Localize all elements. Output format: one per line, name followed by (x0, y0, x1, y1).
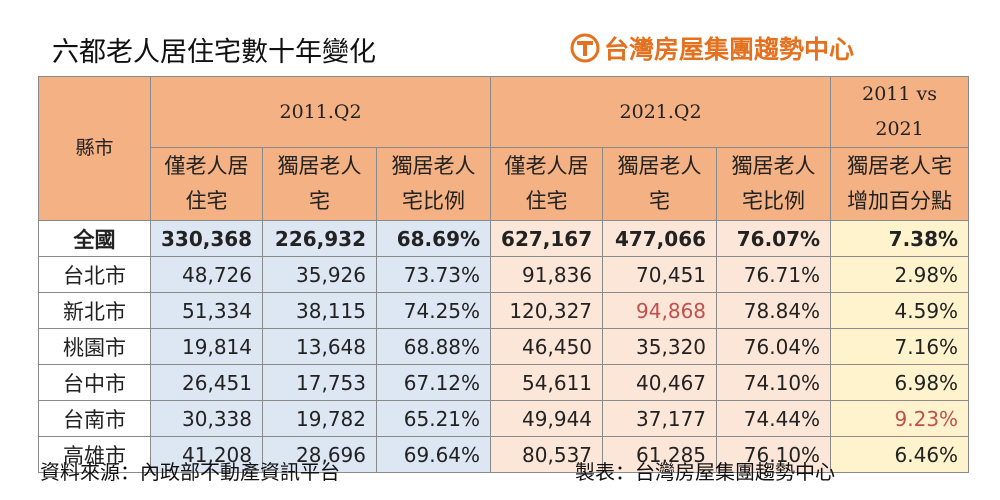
group-header: 2011.Q2 (149, 76, 492, 148)
table-row: 台南市 30,338 19,782 65.21% 49,944 37,177 74.44% 9… (38, 400, 970, 437)
table-cell: 37,177 (602, 400, 718, 437)
header-row: 僅老人居住宅 獨居老人宅 獨居老人宅比例 僅老人居住宅 獨居老人宅 獨居老人宅比例 獨居老人… (39, 147, 970, 221)
table-cell: 30,338 (150, 400, 263, 437)
table-cell: 67.12% (375, 364, 492, 401)
table-cell: 70,451 (602, 256, 718, 293)
table-cell: 35,320 (602, 328, 718, 365)
table-row: 全國 330,368 226,932 68.69% 627,167 477,066 76.0… (38, 220, 970, 257)
column-header: 僅老人居住宅 (490, 147, 604, 221)
table-cell: 13,648 (262, 328, 377, 365)
column-header: 獨居老人宅比例 (716, 147, 832, 221)
table-cell: 76.10% (716, 436, 832, 473)
row-label: 新北市 (38, 292, 151, 329)
table-row: 台北市 48,726 35,926 73.73% 91,836 70,451 76.71% 2… (38, 256, 970, 293)
row-label: 全國 (38, 220, 151, 257)
table-cell: 76.07% (716, 220, 832, 257)
table-cell: 19,782 (262, 400, 377, 437)
table-row: 台中市 26,451 17,753 67.12% 54,611 40,467 74.10% 6… (38, 364, 970, 401)
table-cell: 9.23% (830, 400, 970, 437)
table-cell: 54,611 (490, 364, 604, 401)
header-row: 縣市 2011.Q2 2021.Q2 2011 vs 2021 (38, 76, 970, 221)
column-header: 獨居老人宅 (262, 147, 377, 221)
table-cell: 4.59% (830, 292, 970, 329)
table-cell: 19,814 (150, 328, 263, 365)
table-cell: 41,208 (150, 436, 263, 473)
table-cell: 35,926 (262, 256, 377, 293)
table-cell: 477,066 (602, 220, 718, 257)
table-cell: 76.04% (716, 328, 832, 365)
source-note: 資料來源：內政部不動產資訊平台 (40, 460, 340, 484)
table-cell: 69.64% (375, 436, 492, 473)
column-header: 獨居老人宅 (602, 147, 718, 221)
table-cell: 120,327 (490, 292, 604, 329)
row-label: 台中市 (38, 364, 151, 401)
table-cell: 78.84% (716, 292, 832, 329)
table-cell: 94,868 (602, 292, 718, 329)
table-cell: 17,753 (262, 364, 377, 401)
table-cell: 74.25% (375, 292, 492, 329)
table-cell: 627,167 (490, 220, 604, 257)
table-cell: 91,836 (490, 256, 604, 293)
maker-note: 製表：台灣房屋集團趨勢中心 (575, 460, 835, 484)
table-cell: 65.21% (375, 400, 492, 437)
logo-icon (570, 33, 600, 63)
table-cell: 51,334 (150, 292, 263, 329)
table-row: 高雄市 41,208 28,696 69.64% 80,537 61,285 76.10% 6… (38, 436, 970, 473)
table-row: 新北市 51,334 38,115 74.25% 120,327 94,868 78.84%… (38, 292, 970, 329)
table-cell: 7.16% (830, 328, 970, 365)
table-cell: 6.46% (830, 436, 970, 473)
table-row: 桃園市 19,814 13,648 68.88% 46,450 35,320 76.04% 7… (38, 328, 970, 365)
table-cell: 68.88% (375, 328, 492, 365)
group-header: 2021.Q2 (490, 76, 832, 148)
table-cell: 46,450 (490, 328, 604, 365)
table-cell: 74.10% (716, 364, 832, 401)
group-header: 2011 vs 2021 (830, 76, 970, 148)
table-cell: 49,944 (490, 400, 604, 437)
column-header: 獨居老人宅比例 (375, 147, 492, 221)
table-cell: 74.44% (716, 400, 832, 437)
data-table: 縣市 2011.Q2 2021.Q2 2011 vs 2021 僅老人居住宅 獨居老人宅獨… (38, 76, 970, 473)
table-cell: 226,932 (262, 220, 377, 257)
row-label: 台南市 (38, 400, 151, 437)
table-cell: 80,537 (490, 436, 604, 473)
row-label: 台北市 (38, 256, 151, 293)
group-header: 縣市 (38, 76, 151, 221)
table-cell: 48,726 (150, 256, 263, 293)
table-cell: 7.38% (830, 220, 970, 257)
row-label: 桃園市 (38, 328, 151, 365)
column-header: 僅老人居住宅 (150, 147, 263, 221)
logo-text: 台灣房屋集團趨勢中心 (604, 35, 855, 64)
table-cell: 38,115 (262, 292, 377, 329)
table-cell: 40,467 (602, 364, 718, 401)
table-cell: 6.98% (830, 364, 970, 401)
table-cell: 73.73% (375, 256, 492, 293)
logo: 台灣房屋集團趨勢中心 (570, 30, 854, 66)
table-cell: 76.71% (716, 256, 832, 293)
table-cell: 28,696 (262, 436, 377, 473)
table-cell: 61,285 (602, 436, 718, 473)
table-cell: 26,451 (150, 364, 263, 401)
title: 六都老人居住宅數十年變化 (52, 37, 376, 68)
column-header: 獨居老人宅增加百分點 (830, 147, 970, 221)
table-cell: 68.69% (375, 220, 492, 257)
table-cell: 330,368 (150, 220, 263, 257)
table-cell: 2.98% (830, 256, 970, 293)
